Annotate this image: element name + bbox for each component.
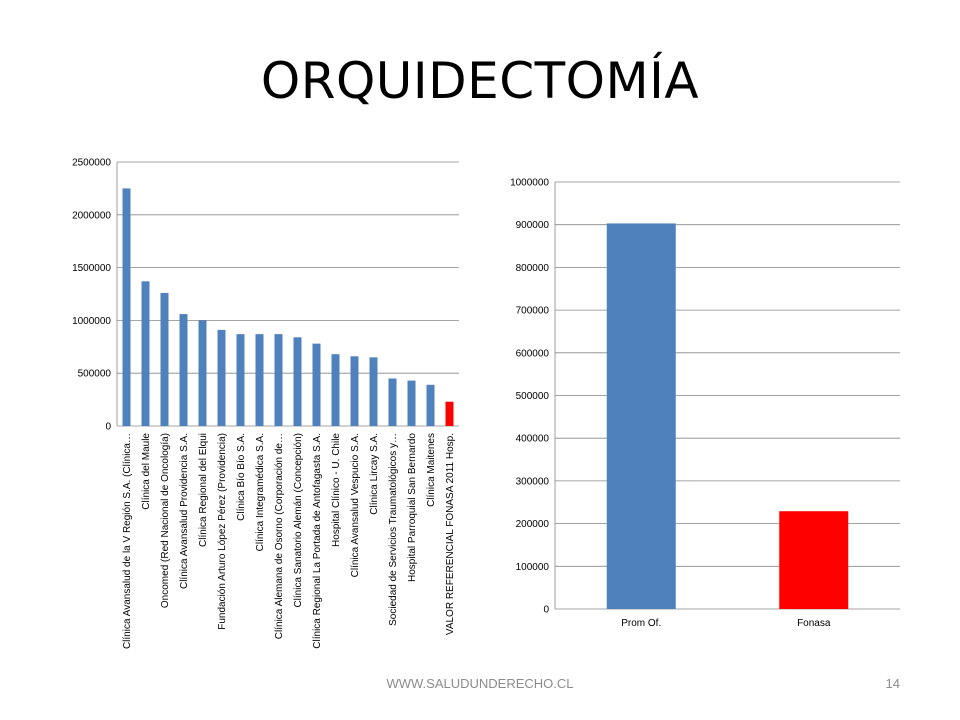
x-category-label: Clínica Sanatorio Alemán (Concepción) [293, 433, 304, 608]
bar [255, 334, 264, 426]
x-category-label: Fonasa [797, 618, 831, 629]
bar [293, 337, 302, 426]
bar [407, 380, 416, 426]
bar [331, 354, 340, 426]
bar [179, 314, 188, 426]
x-category-label: Fundación Arturo López Pérez (Providenci… [217, 433, 228, 630]
y-tick-label: 500000 [516, 391, 550, 402]
x-category-label: Sociedad de Servicios Traumatológicos y… [388, 433, 399, 626]
y-tick-label: 900000 [516, 220, 550, 231]
x-category-label: Clínica Regional del Elqui [198, 433, 209, 547]
y-tick-label: 1000000 [72, 316, 111, 327]
x-category-label: Clínica del Maule [141, 433, 152, 510]
bar [312, 343, 321, 426]
bar [369, 357, 378, 426]
x-category-label: Oncomed (Red Nacional de Oncología) [160, 433, 171, 608]
y-tick-label: 400000 [516, 434, 550, 445]
x-category-label: Clínica Lircay S.A. [369, 433, 380, 515]
x-category-label: Prom Of. [621, 618, 661, 629]
x-category-label: Clínica Integramédica S.A. [255, 433, 266, 551]
bar [388, 378, 397, 426]
bar [606, 223, 676, 609]
x-category-label: Clínica Maitenes [426, 433, 437, 507]
x-category-label: Clínica Avansalud Vespucio S.A. [350, 433, 361, 577]
bar [217, 329, 226, 426]
x-category-label: Clínica Avansalud de la V Región S.A. (C… [122, 433, 133, 649]
x-category-label: Clínica Bío Bío S.A. [236, 433, 247, 521]
bar [350, 356, 359, 426]
y-tick-label: 2500000 [72, 158, 111, 169]
y-tick-label: 100000 [516, 562, 550, 573]
y-tick-label: 500000 [78, 369, 112, 380]
x-category-label: Hospital Clínico - U. Chile [331, 433, 342, 547]
y-tick-label: 600000 [516, 348, 550, 359]
bar [141, 281, 150, 426]
x-category-label: VALOR REFERENCIAL FONASA 2011 Hosp. [445, 433, 456, 635]
bar [236, 334, 245, 426]
x-category-label: Clínica Alemana de Osorno (Corporación d… [274, 433, 285, 639]
bar [779, 511, 849, 609]
x-category-label: Clínica Regional La Portada de Antofagas… [312, 433, 323, 649]
y-tick-label: 300000 [516, 476, 550, 487]
bar [198, 320, 207, 426]
footer-website: WWW.SALUDUNDERECHO.CL [386, 676, 574, 691]
bar [160, 292, 169, 426]
y-tick-label: 0 [543, 605, 549, 616]
y-tick-label: 800000 [516, 263, 550, 274]
x-category-label: Hospital Parroquial San Bernardo [407, 433, 418, 582]
slide-title: ORQUIDECTOMÍA [260, 52, 700, 110]
hospital-prices-bar-chart: 0 500000 1000000 1500000 2000000 2500000 Clíni… [72, 158, 459, 649]
y-tick-label: 700000 [516, 306, 550, 317]
y-tick-label: 200000 [516, 519, 550, 530]
page-number: 14 [885, 676, 900, 691]
bar [426, 384, 435, 426]
y-tick-label: 0 [105, 422, 111, 433]
y-tick-label: 1000000 [510, 178, 549, 189]
bar [122, 188, 131, 426]
average-vs-fonasa-bar-chart: 0 100000 200000 300000 400000 500000 600000 700… [510, 178, 900, 629]
bar [445, 401, 454, 426]
y-tick-label: 2000000 [72, 210, 111, 221]
y-tick-label: 1500000 [72, 263, 111, 274]
bar [274, 334, 283, 426]
x-category-label: Clínica Avansalud Providencia S.A. [179, 433, 190, 589]
